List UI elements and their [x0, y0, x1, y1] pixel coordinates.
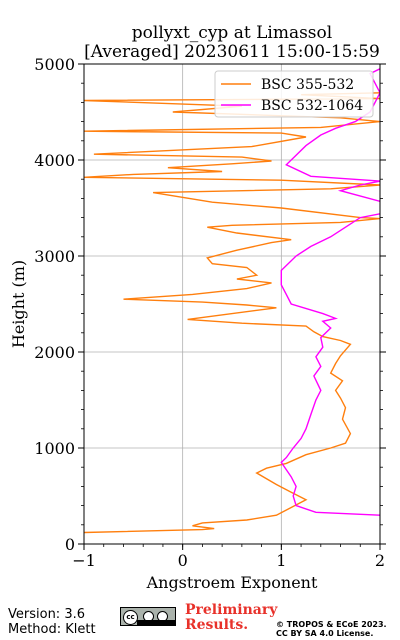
- y-axis-label: Height (m): [9, 260, 28, 348]
- y-tick-label: 5000: [34, 55, 75, 74]
- x-tick-label: 1: [276, 551, 286, 570]
- x-tick-label: 2: [375, 551, 385, 570]
- legend-box: [214, 70, 374, 118]
- copyright-line2: CC BY SA 4.0 License.: [276, 629, 374, 638]
- version-text: Version: 3.6: [8, 607, 85, 622]
- legend-label-0: BSC 355-532: [261, 77, 354, 93]
- legend-label-1: BSC 532-1064: [261, 98, 363, 114]
- y-tick-label: 4000: [34, 151, 75, 170]
- series-line-0: [84, 92, 380, 534]
- chart-title-line2: [Averaged] 20230611 15:00-15:59: [84, 42, 380, 62]
- preliminary-line2: Results.: [185, 617, 249, 633]
- y-tick-label: 1000: [34, 439, 75, 458]
- cc-icon: cc: [123, 610, 138, 625]
- plot-frame: [83, 63, 381, 545]
- copyright-line1: © TROPOS & ECoE 2023.: [276, 620, 387, 629]
- badge-strip: [137, 620, 175, 625]
- x-tick-label: −1: [72, 551, 96, 570]
- x-tick-label: 0: [178, 551, 188, 570]
- cc-license-badge: cc: [120, 607, 176, 626]
- series-line-1: [280, 68, 380, 516]
- method-text: Method: Klett: [8, 622, 96, 637]
- chart-title-line1: pollyxt_cyp at Limassol: [131, 23, 333, 43]
- x-axis-label: Angstroem Exponent: [146, 573, 318, 592]
- y-tick-label: 2000: [34, 343, 75, 362]
- y-tick-label: 3000: [34, 247, 75, 266]
- y-tick-label: 0: [65, 535, 75, 554]
- preliminary-label: Preliminary Results.: [185, 603, 277, 633]
- copyright-notice: © TROPOS & ECoE 2023. CC BY SA 4.0 Licen…: [276, 620, 387, 638]
- preliminary-line1: Preliminary: [185, 602, 278, 618]
